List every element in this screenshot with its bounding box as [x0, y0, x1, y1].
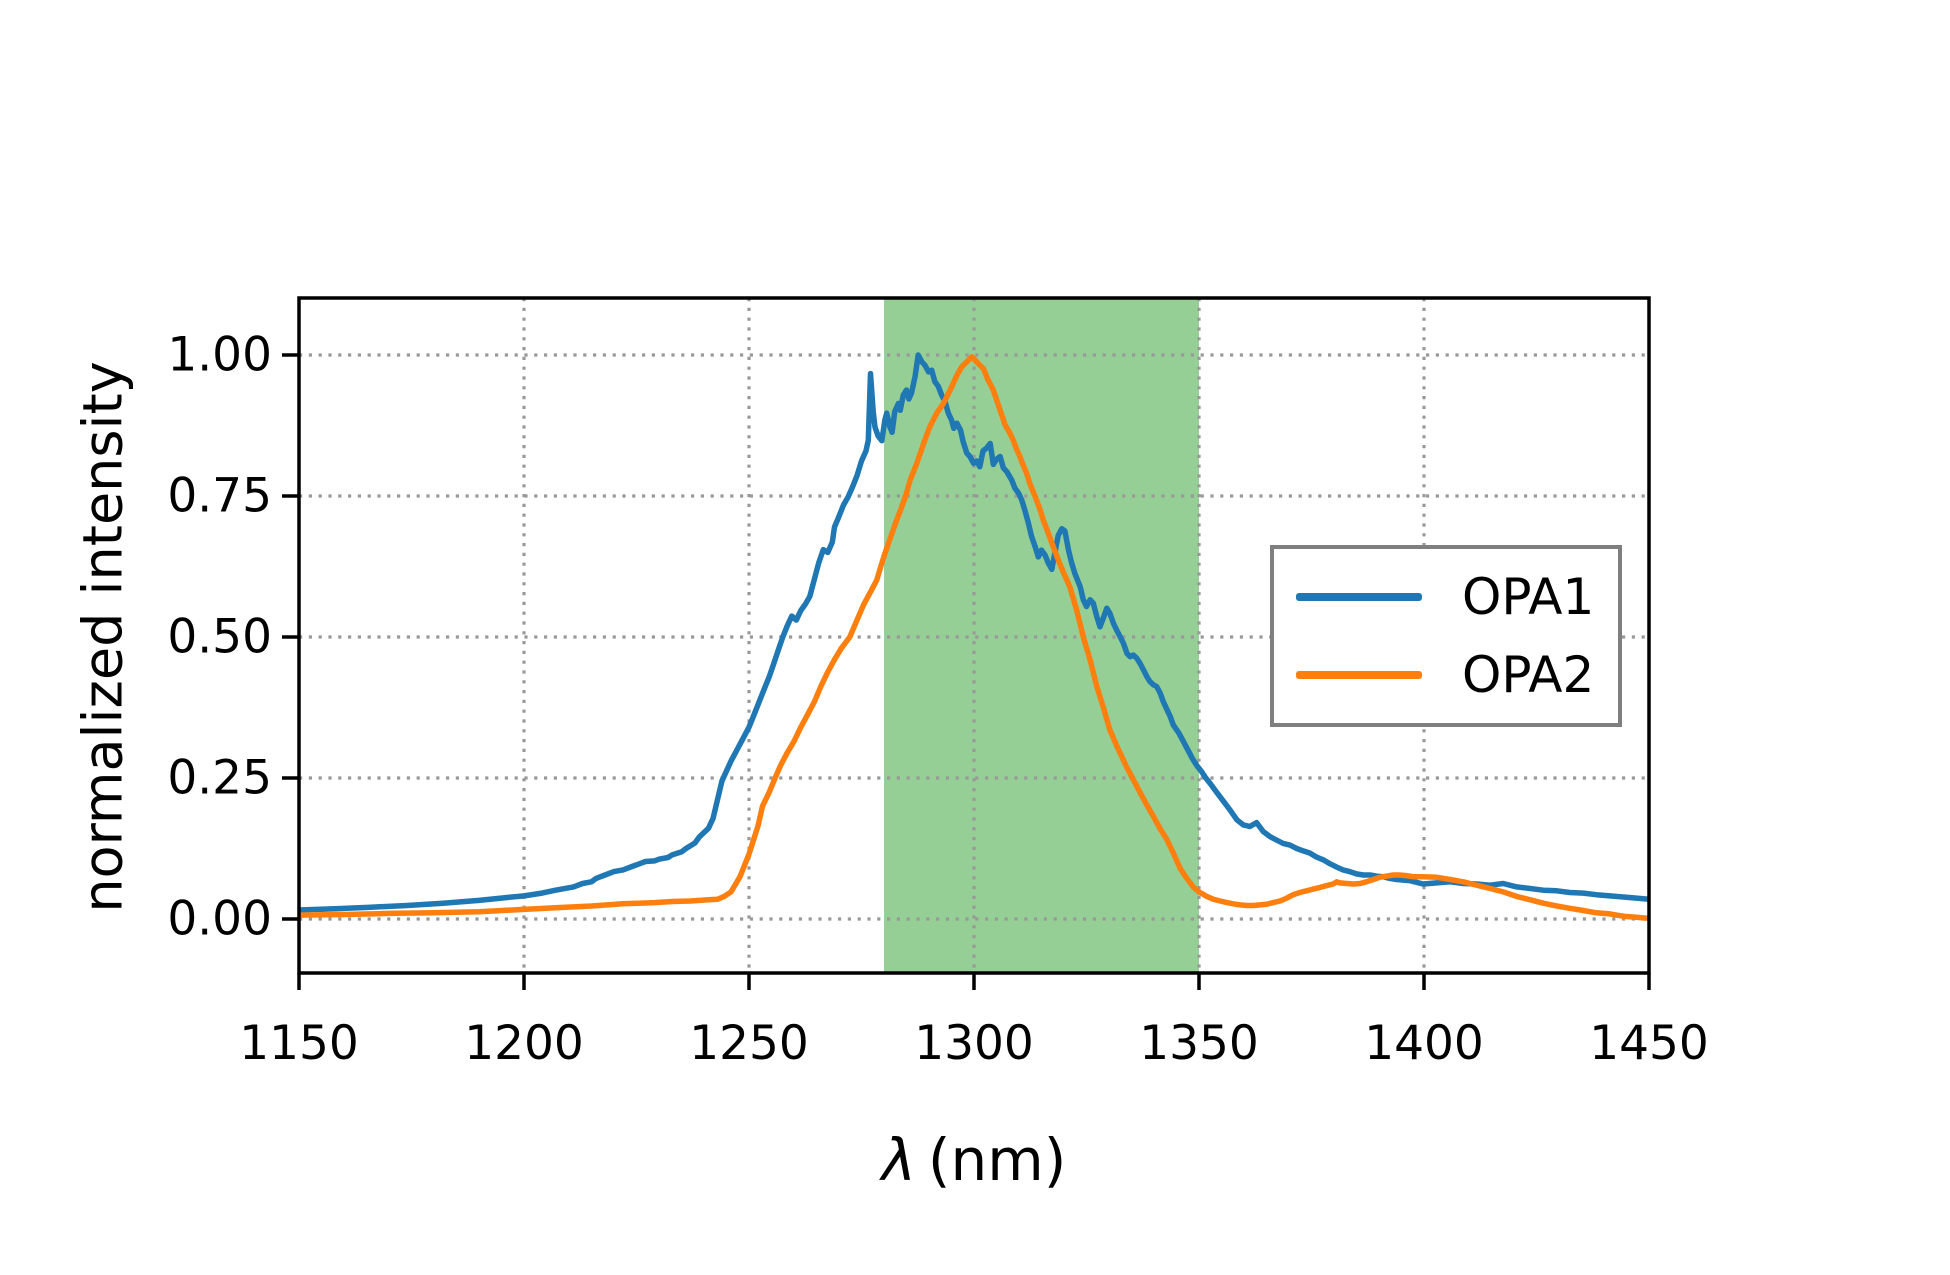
- y-tick-label: 1.00: [167, 327, 272, 383]
- x-tick-label: 1300: [914, 1016, 1034, 1071]
- x-tick-label: 1400: [1364, 1016, 1484, 1071]
- series-opa1: [299, 352, 1649, 913]
- x-tick-label: 1250: [689, 1016, 809, 1071]
- legend-label-opa1: OPA1: [1462, 568, 1595, 627]
- x-tick-label: 1450: [1589, 1016, 1709, 1071]
- legend-item-opa2: OPA2: [1296, 646, 1618, 704]
- x-axis-unit: (nm): [927, 1126, 1067, 1194]
- y-tick-label: 0.25: [167, 750, 272, 806]
- legend-item-opa1: OPA1: [1296, 568, 1618, 626]
- legend-line-sample-opa2: [1296, 670, 1422, 679]
- y-tick-label: 0.50: [167, 609, 272, 665]
- x-axis-title: λ (nm): [882, 1126, 1067, 1194]
- legend-line-sample-opa1: [1296, 593, 1422, 602]
- x-tick-label: 1200: [464, 1016, 584, 1071]
- legend-label-opa2: OPA2: [1462, 645, 1595, 704]
- legend: OPA1 OPA2: [1270, 545, 1622, 727]
- x-tick-label: 1150: [239, 1016, 359, 1071]
- series-opa2: [299, 353, 1649, 922]
- x-axis-symbol: λ: [881, 1126, 916, 1194]
- y-tick-label: 0.75: [167, 468, 272, 524]
- x-tick-label: 1350: [1139, 1016, 1259, 1071]
- y-tick-label: 0.00: [167, 891, 272, 947]
